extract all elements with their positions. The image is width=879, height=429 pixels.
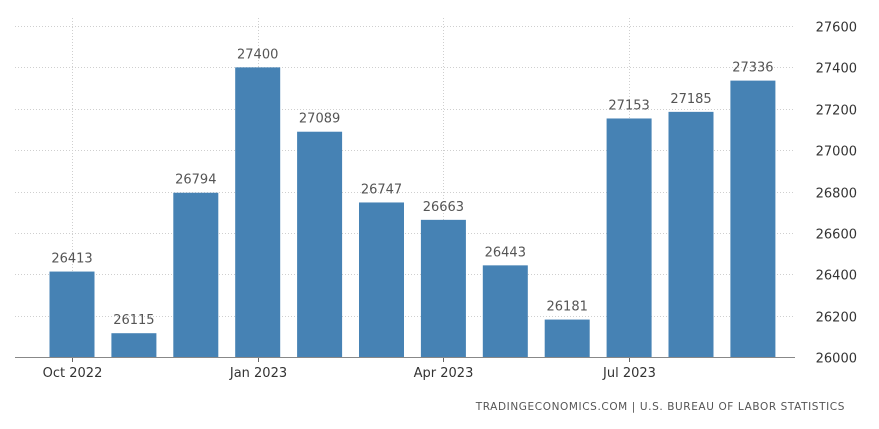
bar <box>111 333 157 357</box>
data-label: 27400 <box>237 47 278 62</box>
data-labels: 26413 26115 26794 27400 27089 26747 26663 26443… <box>51 47 773 328</box>
data-label: 26443 <box>485 245 526 260</box>
x-tick-label: Jul 2023 <box>602 366 656 381</box>
y-tick-label: 27000 <box>816 145 857 160</box>
bar <box>235 67 281 357</box>
y-tick-label: 26400 <box>816 269 857 284</box>
source-attribution: TRADINGECONOMICS.COM | U.S. BUREAU OF LA… <box>475 401 845 413</box>
data-label: 26115 <box>113 313 154 328</box>
data-label: 27153 <box>608 98 649 113</box>
data-label: 27336 <box>732 61 773 76</box>
y-axis: 26000 26200 26400 26600 26800 27000 27200 27400… <box>816 21 857 367</box>
bar <box>49 271 95 357</box>
bar <box>482 265 528 357</box>
bar <box>730 80 776 358</box>
bar <box>173 192 219 357</box>
data-label: 26663 <box>423 200 464 215</box>
x-tick-label: Jan 2023 <box>229 366 287 381</box>
bar <box>359 202 404 357</box>
bar <box>420 219 466 357</box>
bar <box>668 111 714 358</box>
data-label: 27089 <box>299 112 340 127</box>
bar <box>606 118 652 358</box>
y-tick-label: 27200 <box>816 104 857 119</box>
data-label: 27185 <box>670 92 711 107</box>
y-tick-label: 26600 <box>816 228 857 243</box>
y-tick-label: 26000 <box>816 352 857 367</box>
y-tick-label: 26800 <box>816 187 857 202</box>
y-tick-label: 26200 <box>816 311 857 326</box>
y-tick-label: 27400 <box>816 62 857 77</box>
data-label: 26181 <box>547 300 588 315</box>
x-tick-label: Apr 2023 <box>414 366 474 381</box>
data-label: 26747 <box>361 182 402 197</box>
bars <box>49 67 776 358</box>
y-tick-label: 27600 <box>816 21 857 36</box>
x-tick-label: Oct 2022 <box>43 366 103 381</box>
data-label: 26794 <box>175 173 216 188</box>
bar <box>544 319 590 357</box>
x-axis: Oct 2022 Jan 2023 Apr 2023 Jul 2023 <box>15 357 795 381</box>
bar <box>297 131 343 357</box>
data-label: 26413 <box>51 252 92 267</box>
